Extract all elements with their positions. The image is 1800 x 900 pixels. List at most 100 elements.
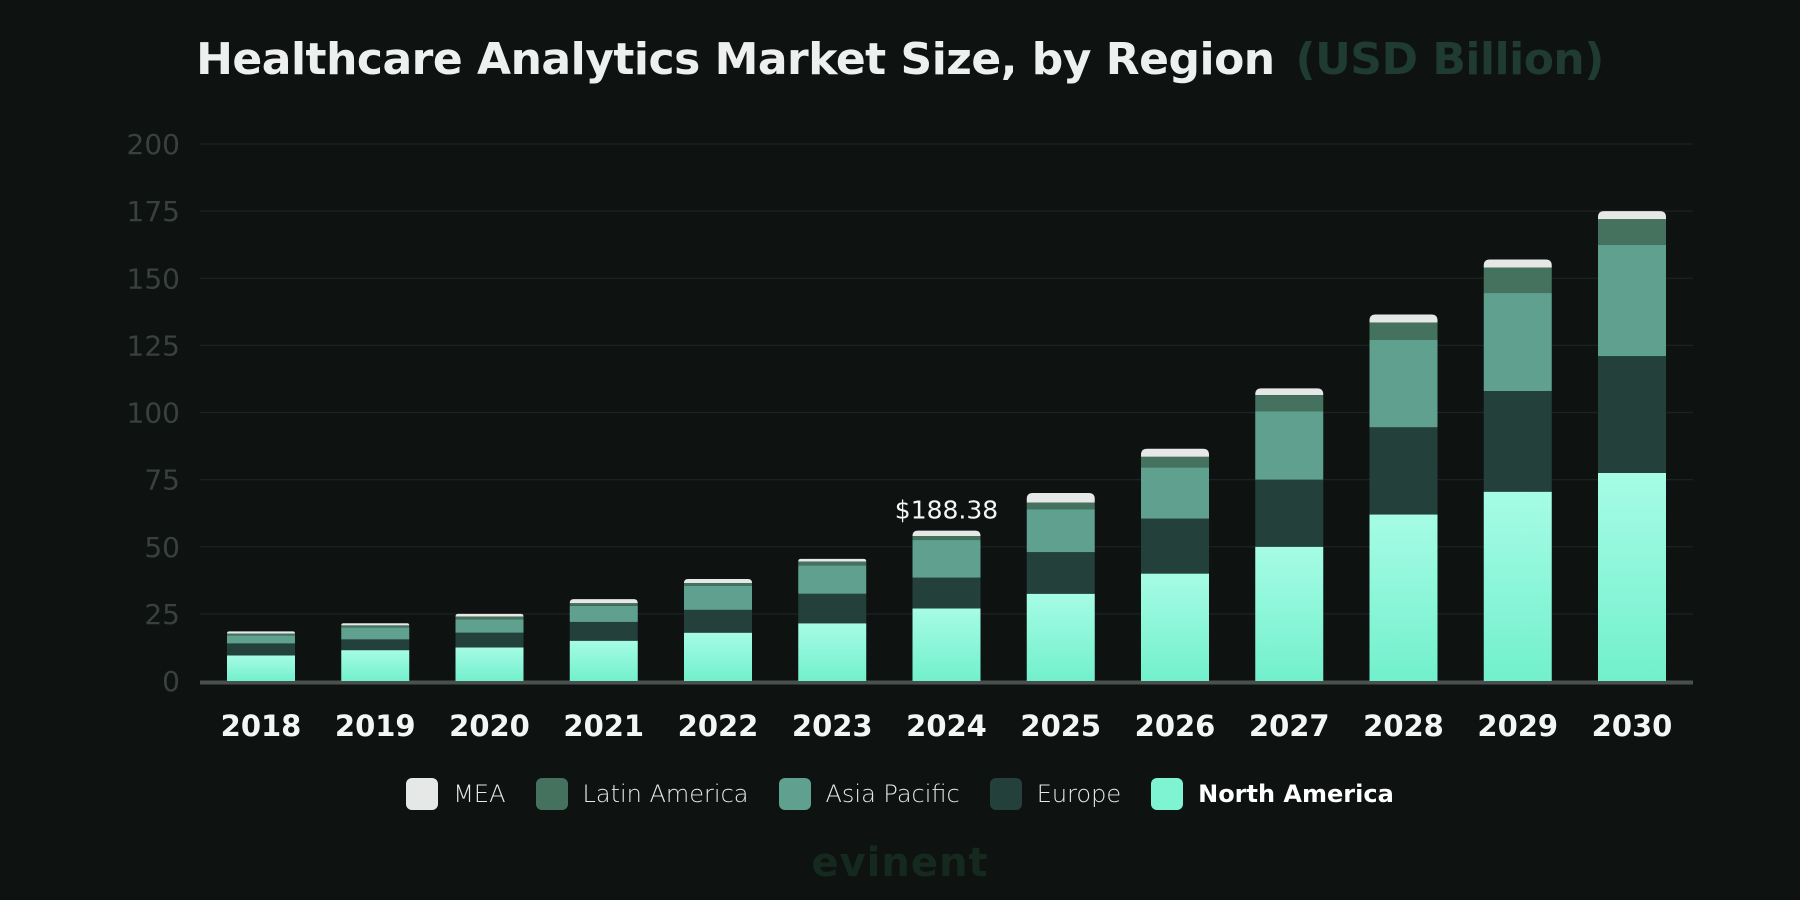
y-tick-label: 175 <box>127 195 180 228</box>
watermark-logo: evinent <box>811 840 989 886</box>
bar-segment-asia-pacific <box>569 605 638 622</box>
x-tick-label: 2028 <box>1363 709 1444 743</box>
x-tick-label: 2023 <box>792 709 873 743</box>
legend-swatch <box>1151 778 1184 810</box>
bar-segment-mea <box>1141 448 1209 457</box>
bar-stack-2027 <box>1255 388 1324 681</box>
x-tick-label: 2025 <box>1020 709 1101 743</box>
legend-label: Asia Pacific <box>825 780 960 808</box>
data-label-total: $188.38 <box>895 496 998 525</box>
bars <box>227 211 1666 681</box>
bar-segment-latin-america <box>1255 395 1324 412</box>
legend-label: Latin America <box>582 780 749 808</box>
x-tick-label: 2021 <box>563 709 644 743</box>
bar-segment-europe <box>1255 479 1324 547</box>
bar-segment-north-america <box>1026 593 1095 681</box>
legend-swatch <box>778 778 811 810</box>
bar-segment-north-america <box>912 608 981 681</box>
bar-stack-2025 <box>1026 493 1095 681</box>
bar-segment-latin-america <box>684 582 752 586</box>
x-tick-label: 2020 <box>449 709 530 743</box>
gridlines <box>200 143 1693 685</box>
bar-segment-mea <box>1255 388 1324 396</box>
bar-segment-asia-pacific <box>455 619 524 633</box>
bar-segment-north-america <box>227 655 295 681</box>
x-axis: 2018 2019 2020 2021 2022 2023 2024 2025 2026 2027… <box>221 709 1673 743</box>
data-labels: $188.38 <box>895 496 998 525</box>
x-tick-label: 2018 <box>221 709 302 743</box>
x-tick-label: 2029 <box>1477 709 1558 743</box>
bar-segment-mea <box>569 599 638 604</box>
y-tick-label: 25 <box>144 598 180 631</box>
bar-segment-mea <box>1026 493 1095 503</box>
bar-segment-asia-pacific <box>1255 411 1324 480</box>
legend-item-latin-america: Latin America <box>535 778 749 810</box>
bar-segment-asia-pacific <box>1369 340 1438 428</box>
bar-segment-north-america <box>1369 514 1438 681</box>
bar-segment-north-america <box>684 632 752 681</box>
bar-segment-europe <box>227 643 295 656</box>
legend-swatch <box>406 778 439 810</box>
y-tick-label: 50 <box>144 531 180 564</box>
bar-segment-north-america <box>798 623 867 681</box>
bar-segment-europe <box>1483 391 1552 492</box>
bar-stack-2026 <box>1141 448 1209 681</box>
y-tick-label: 75 <box>144 464 180 497</box>
bar-stack-2030 <box>1598 211 1666 681</box>
bar-segment-asia-pacific <box>912 540 981 578</box>
bar-stack-2022 <box>684 578 752 681</box>
bar-segment-mea <box>684 578 752 583</box>
y-tick-label: 200 <box>127 128 180 161</box>
bar-segment-europe <box>1026 552 1095 594</box>
legend-swatch <box>535 778 568 810</box>
chart-title-unit: (USD Billion) <box>1295 34 1604 85</box>
bar-stack-2029 <box>1483 259 1552 681</box>
y-tick-label: 150 <box>127 262 180 295</box>
bar-segment-latin-america <box>1026 502 1095 510</box>
bar-segment-asia-pacific <box>798 565 867 594</box>
bar-segment-latin-america <box>341 625 410 628</box>
y-tick-label: 0 <box>162 665 180 698</box>
bar-segment-asia-pacific <box>1598 244 1666 357</box>
bar-segment-latin-america <box>1598 219 1666 245</box>
bar-segment-asia-pacific <box>684 585 752 610</box>
legend-swatch <box>989 778 1022 810</box>
y-tick-label: 100 <box>127 397 180 430</box>
bar-segment-asia-pacific <box>1141 467 1209 519</box>
legend-label: MEA <box>453 780 506 808</box>
bar-segment-mea <box>798 558 867 562</box>
bar-stack-2018 <box>227 631 295 681</box>
x-tick-label: 2024 <box>906 709 987 743</box>
bar-segment-asia-pacific <box>1483 293 1552 392</box>
x-tick-label: 2027 <box>1249 709 1330 743</box>
bar-segment-latin-america <box>227 633 295 636</box>
bar-stack-2028 <box>1369 314 1438 681</box>
bar-segment-north-america <box>1255 546 1324 681</box>
bar-stack-2023 <box>798 558 867 681</box>
bar-segment-europe <box>798 593 867 624</box>
x-tick-label: 2026 <box>1135 709 1216 743</box>
bar-segment-mea <box>227 631 295 634</box>
bar-segment-north-america <box>341 650 410 681</box>
x-tick-label: 2019 <box>335 709 416 743</box>
bar-segment-mea <box>1483 259 1552 268</box>
y-axis: 0 25 50 75 100 125 150 175 200 <box>127 128 180 698</box>
bar-segment-latin-america <box>1369 322 1438 341</box>
bar-segment-europe <box>684 609 752 633</box>
bar-stack-2020 <box>455 613 524 681</box>
x-tick-label: 2030 <box>1592 709 1673 743</box>
bar-segment-latin-america <box>1141 456 1209 468</box>
legend-item-europe: Europe <box>989 778 1121 810</box>
bar-segment-europe <box>569 621 638 641</box>
bar-segment-mea <box>1369 314 1438 323</box>
chart-title-main: Healthcare Analytics Market Size, by Reg… <box>196 34 1275 85</box>
bar-segment-mea <box>1598 211 1666 220</box>
x-tick-label: 2022 <box>678 709 759 743</box>
bar-stack-2024 <box>912 530 981 681</box>
bar-segment-north-america <box>455 647 524 681</box>
bar-segment-mea <box>912 530 981 537</box>
bar-segment-asia-pacific <box>341 627 410 640</box>
bar-segment-latin-america <box>912 536 981 541</box>
legend: MEA Latin America Asia Pacific Europe North … <box>0 778 1800 810</box>
